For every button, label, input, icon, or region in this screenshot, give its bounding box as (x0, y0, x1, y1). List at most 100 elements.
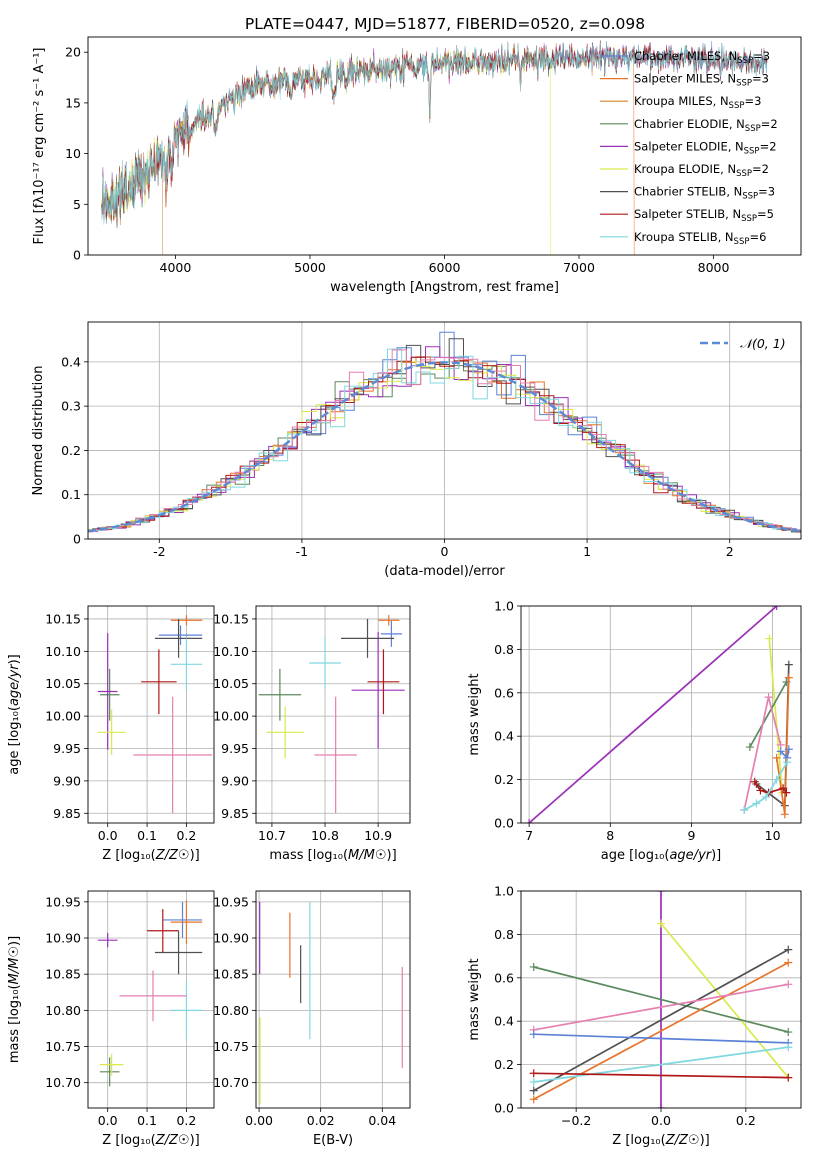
x-tick-label: 0.00 (245, 1113, 273, 1128)
weight-marker (762, 792, 771, 801)
errorbar-point (147, 909, 179, 953)
spectrum-series-line (101, 40, 768, 226)
axes-mass-vs-EBV: 0.00 0.02 0.04 10.70 10.75 10.80 10.85 10.90 10.… (213, 891, 410, 1128)
y-tick-label: 10.85 (213, 967, 249, 982)
y-tick-label: 10.90 (213, 931, 249, 946)
y-tick-label: 20 (65, 45, 81, 60)
weight-series-line (533, 1033, 789, 1044)
x-tick-label: 0.2 (176, 1113, 196, 1128)
y-tick-label: 0.6 (494, 685, 514, 700)
y-tick-label: 10.10 (45, 644, 81, 659)
weight-marker (772, 775, 781, 784)
axes-frame-age-vs-mass (255, 605, 411, 824)
errorbars-mass-vs-EBV (259, 901, 403, 1105)
errorbar-point (309, 637, 341, 689)
errorbar-point (119, 970, 187, 1022)
x-axis-label: mass [log₁₀(M/M☉)] (269, 848, 396, 863)
y-tick-label: 9.95 (53, 741, 81, 756)
errorbar-point (99, 1057, 120, 1087)
spectrum-lines (101, 40, 768, 255)
y-tick-label: 0.8 (494, 927, 514, 942)
weight-lines-weight-vs-Z (529, 891, 793, 1108)
x-tick-label: 0.0 (98, 1113, 118, 1128)
y-tick-label: 9.95 (221, 741, 249, 756)
weight-marker (657, 891, 665, 895)
x-tick-label: 7 (525, 828, 533, 843)
y-tick-label: 10.05 (213, 676, 249, 691)
legend-entry: Salpeter STELIB, NSSP=5 (634, 207, 774, 224)
weight-marker (784, 1073, 793, 1082)
y-tick-label: 9.85 (221, 806, 249, 821)
weight-series-line (533, 983, 789, 1031)
weight-series-line (533, 1046, 789, 1083)
axes-frame-residuals (87, 321, 802, 540)
x-tick-label: 1 (583, 544, 591, 559)
errorbar-point (154, 930, 203, 975)
y-axis-label: age [log₁₀(age/yr)] (7, 654, 22, 775)
x-tick-label: −0.2 (561, 1113, 591, 1128)
y-tick-label: 0.2 (494, 1057, 514, 1072)
y-tick-label: 0.2 (494, 772, 514, 787)
errorbars-age-vs-mass (258, 615, 405, 814)
legend-entry: Chabrier ELODIE, NSSP=2 (634, 117, 778, 134)
x-tick-label: 8000 (698, 260, 730, 275)
weight-series-line (528, 606, 778, 823)
y-tick-label: 0.4 (494, 1014, 514, 1029)
x-tick-label: 10.7 (258, 828, 286, 843)
errorbar-point (378, 615, 400, 626)
weight-marker (765, 634, 774, 643)
spectrum-series-line (101, 42, 768, 225)
weight-marker (657, 1104, 665, 1108)
y-tick-label: 10.10 (213, 644, 249, 659)
weight-marker (784, 958, 793, 967)
weight-marker (529, 1077, 538, 1086)
x-tick-label: 0.02 (307, 1113, 335, 1128)
weight-marker (779, 784, 788, 793)
y-tick-label: 10.95 (45, 894, 81, 909)
x-tick-label: 0 (441, 544, 449, 559)
errorbar-point (340, 618, 395, 658)
weight-marker (772, 753, 781, 762)
axes-frame-weight-vs-Z (520, 890, 802, 1109)
y-tick-label: 0.6 (494, 970, 514, 985)
errorbar-point (170, 638, 203, 691)
y-tick-label: 10.00 (45, 709, 81, 724)
x-axis-label: age [log₁₀(age/yr)] (601, 848, 722, 863)
figure-title: PLATE=0447, MJD=51877, FIBERID=0520, z=0… (245, 15, 645, 33)
y-tick-label: 9.85 (53, 806, 81, 821)
errorbar-point (380, 620, 403, 647)
weight-marker (529, 1086, 538, 1095)
y-tick-label: 10.95 (213, 894, 249, 909)
y-tick-label: 9.90 (53, 773, 81, 788)
x-tick-label: 10.8 (311, 828, 339, 843)
errorbar-point (258, 668, 302, 721)
x-axis-label: wavelength [Angstrom, rest frame] (330, 280, 559, 295)
weight-marker (657, 919, 665, 928)
weight-marker (756, 786, 765, 795)
y-tick-label: 10.75 (45, 1039, 81, 1054)
x-tick-label: 9 (687, 828, 695, 843)
weight-series-line (749, 681, 788, 748)
errorbar-point (133, 696, 213, 814)
errorbar-point (158, 625, 203, 645)
legend-entry: Chabrier MILES, NSSP=3 (634, 49, 770, 66)
normal-reference-curve (88, 361, 801, 533)
y-axis-label: mass [log₁₀(M/M☉)] (7, 936, 22, 1063)
axes-frame-mass-vs-Z (87, 890, 215, 1109)
x-tick-label: 0.0 (651, 1113, 671, 1128)
errorbar-point (99, 1053, 124, 1076)
y-tick-label: 0.0 (494, 1101, 514, 1116)
y-tick-label: 10.15 (213, 611, 249, 626)
weight-lines-weight-vs-age (525, 606, 793, 823)
weight-marker (740, 805, 749, 814)
errorbar-point (97, 709, 126, 755)
weight-marker (764, 693, 773, 702)
y-axis-label: Flux [fλ10⁻¹⁷ erg cm⁻² s⁻¹ A⁻¹] (32, 48, 47, 245)
weight-marker (529, 1069, 538, 1078)
errorbar-point (266, 706, 304, 759)
weight-marker (784, 980, 793, 989)
x-axis-label: Z [log₁₀(Z/Z☉)] (102, 848, 199, 863)
weight-marker (784, 945, 793, 954)
y-tick-label: 0 (73, 248, 81, 263)
legend-entry: Kroupa MILES, NSSP=3 (634, 94, 761, 111)
